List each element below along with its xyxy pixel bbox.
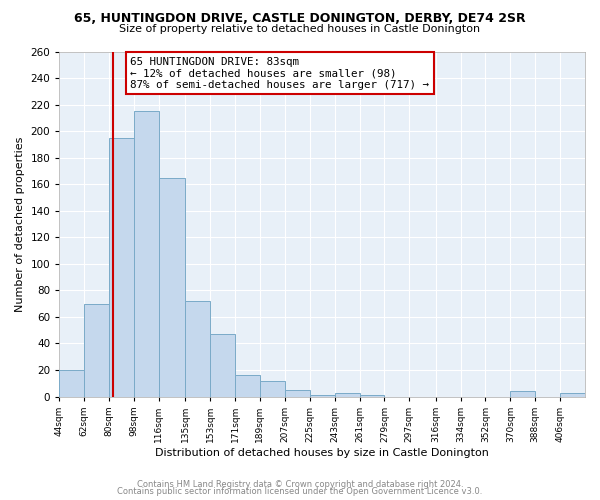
X-axis label: Distribution of detached houses by size in Castle Donington: Distribution of detached houses by size …	[155, 448, 489, 458]
Bar	[310, 395, 335, 396]
Bar	[260, 380, 285, 396]
Bar	[335, 392, 359, 396]
Bar	[235, 376, 260, 396]
Bar	[359, 395, 385, 396]
Y-axis label: Number of detached properties: Number of detached properties	[15, 136, 25, 312]
Bar	[510, 391, 535, 396]
Bar	[59, 370, 84, 396]
Bar	[560, 392, 585, 396]
Text: Size of property relative to detached houses in Castle Donington: Size of property relative to detached ho…	[119, 24, 481, 34]
Bar	[285, 390, 310, 396]
Bar	[210, 334, 235, 396]
Text: Contains HM Land Registry data © Crown copyright and database right 2024.: Contains HM Land Registry data © Crown c…	[137, 480, 463, 489]
Bar	[159, 178, 185, 396]
Bar	[134, 111, 159, 397]
Text: Contains public sector information licensed under the Open Government Licence v3: Contains public sector information licen…	[118, 488, 482, 496]
Text: 65 HUNTINGDON DRIVE: 83sqm
← 12% of detached houses are smaller (98)
87% of semi: 65 HUNTINGDON DRIVE: 83sqm ← 12% of deta…	[130, 56, 429, 90]
Bar	[185, 301, 210, 396]
Bar	[109, 138, 134, 396]
Text: 65, HUNTINGDON DRIVE, CASTLE DONINGTON, DERBY, DE74 2SR: 65, HUNTINGDON DRIVE, CASTLE DONINGTON, …	[74, 12, 526, 26]
Bar	[84, 304, 109, 396]
